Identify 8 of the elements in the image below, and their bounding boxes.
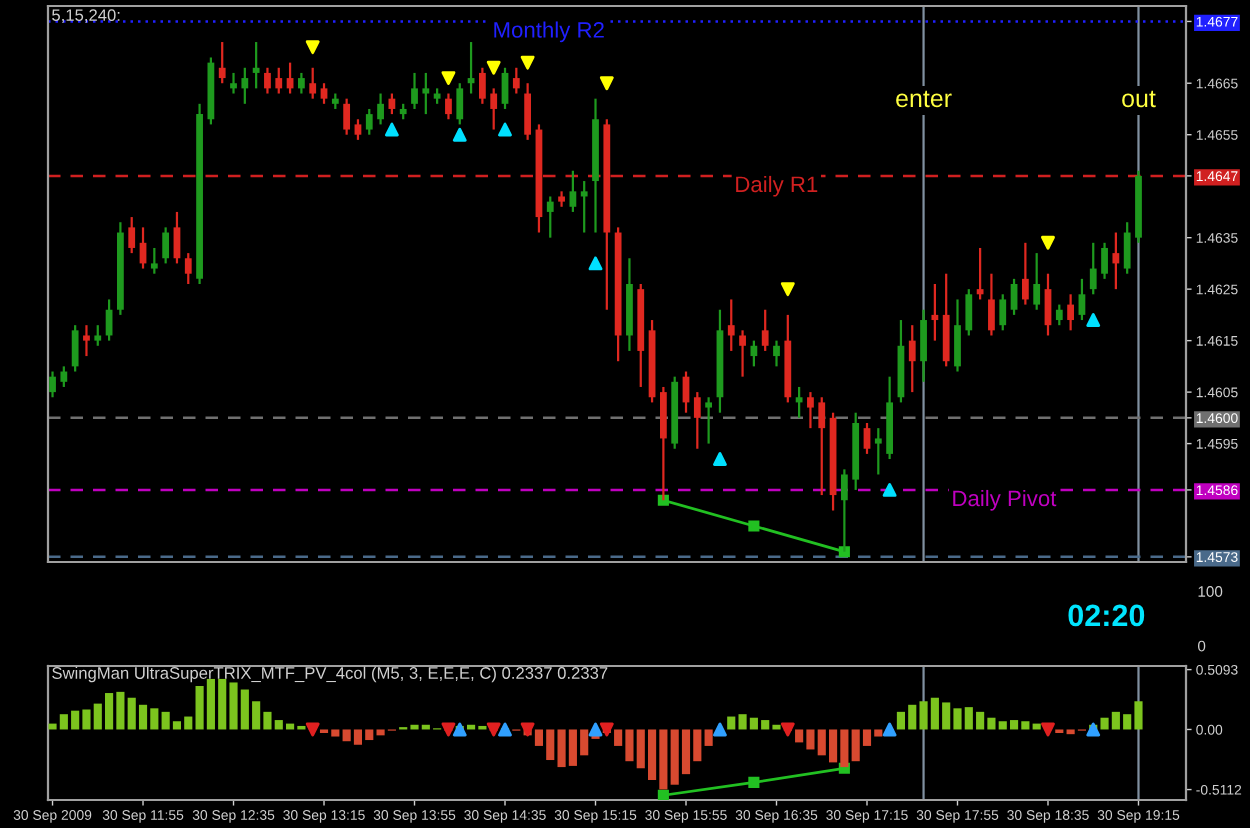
ref-line-label: enter — [896, 90, 952, 108]
ref-line-label: Daily Pivot — [953, 489, 1057, 511]
text: 02:20 — [1068, 604, 1145, 627]
ref-line-label: out — [1122, 90, 1156, 108]
chart-title: SwingMan UltraSuperTRIX_MTF_PV_4col (M5, 3, E,E,E, C) 0.2337 0.2337 — [52, 666, 608, 683]
ref-line-label: Monthly R2 — [494, 21, 604, 43]
ref-line-label: Daily R1 — [736, 175, 818, 197]
chart-title: 5,15,240: — [52, 9, 120, 23]
